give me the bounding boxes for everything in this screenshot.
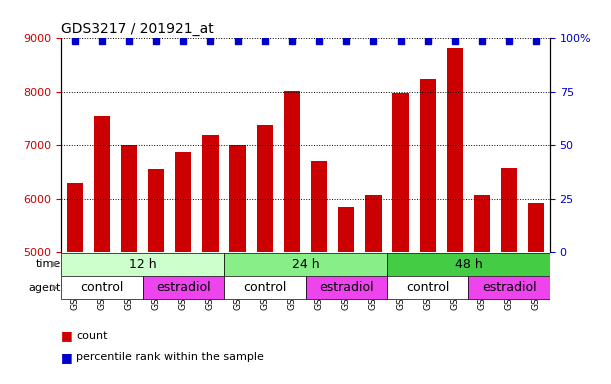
- Text: estradiol: estradiol: [482, 281, 536, 294]
- Text: 24 h: 24 h: [291, 258, 320, 271]
- Bar: [447, 48, 463, 384]
- FancyBboxPatch shape: [61, 276, 142, 299]
- Text: count: count: [76, 331, 108, 341]
- Text: control: control: [406, 281, 449, 294]
- Bar: [528, 203, 544, 384]
- Text: 48 h: 48 h: [455, 258, 482, 271]
- Text: estradiol: estradiol: [319, 281, 373, 294]
- FancyBboxPatch shape: [142, 276, 224, 299]
- Text: estradiol: estradiol: [156, 281, 211, 294]
- Bar: [501, 169, 518, 384]
- FancyBboxPatch shape: [61, 253, 224, 275]
- Text: ■: ■: [61, 351, 73, 364]
- FancyBboxPatch shape: [306, 276, 387, 299]
- Bar: [311, 161, 327, 384]
- Text: percentile rank within the sample: percentile rank within the sample: [76, 352, 264, 362]
- Bar: [202, 135, 219, 384]
- Text: control: control: [243, 281, 287, 294]
- Bar: [175, 152, 191, 384]
- FancyBboxPatch shape: [469, 276, 550, 299]
- Bar: [392, 93, 409, 384]
- Text: ■: ■: [61, 329, 73, 343]
- FancyBboxPatch shape: [224, 276, 306, 299]
- Bar: [148, 169, 164, 384]
- FancyBboxPatch shape: [387, 253, 550, 275]
- Text: agent: agent: [29, 283, 61, 293]
- Bar: [67, 183, 83, 384]
- Bar: [365, 195, 381, 384]
- Bar: [420, 79, 436, 384]
- Bar: [93, 116, 110, 384]
- FancyBboxPatch shape: [224, 253, 387, 275]
- Text: 12 h: 12 h: [129, 258, 156, 271]
- Bar: [230, 146, 246, 384]
- FancyBboxPatch shape: [387, 276, 469, 299]
- Bar: [284, 91, 300, 384]
- Bar: [121, 146, 137, 384]
- Bar: [338, 207, 354, 384]
- Text: GDS3217 / 201921_at: GDS3217 / 201921_at: [61, 22, 214, 36]
- Text: time: time: [36, 259, 61, 269]
- Bar: [474, 195, 490, 384]
- Bar: [257, 125, 273, 384]
- Text: control: control: [80, 281, 123, 294]
